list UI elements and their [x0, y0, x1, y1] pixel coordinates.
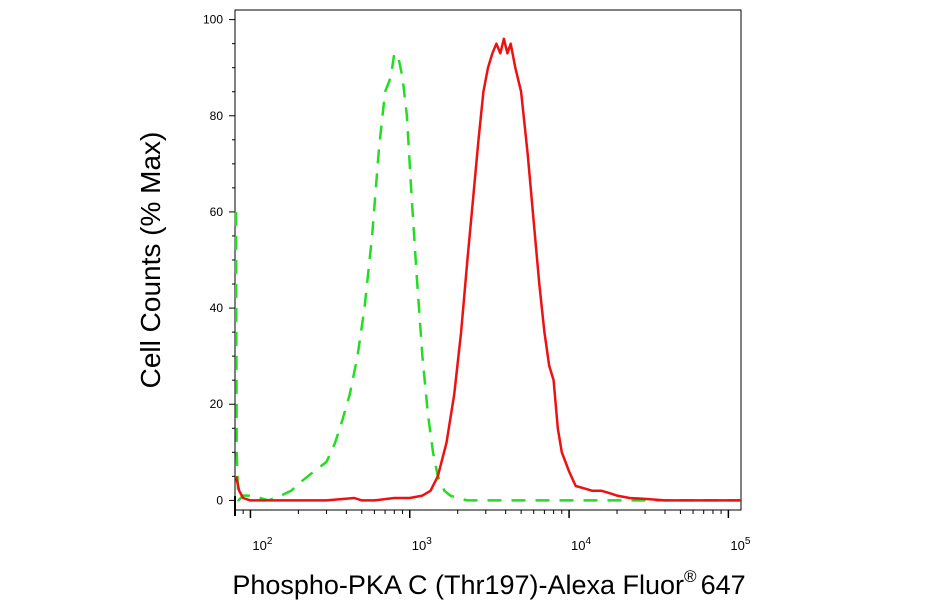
x-axis-label: Phospho-PKA C (Thr197)-Alexa Fluor® 647	[232, 567, 745, 600]
y-tick-label: 0	[216, 493, 223, 507]
x-tick-labels: 102 103 104 105	[252, 536, 750, 553]
y-tick-labels: 0 20 40 60 80 100	[203, 13, 223, 508]
x-tick-base: 10	[252, 538, 266, 553]
series-layer	[234, 37, 741, 502]
x-axis-label-main: Phospho-PKA C (Thr197)-Alexa Fluor	[232, 570, 684, 600]
x-tick-exponent: 5	[745, 536, 751, 547]
y-tick-label: 60	[210, 205, 224, 219]
x-tick-label: 103	[412, 536, 432, 553]
x-tick-label: 105	[730, 536, 750, 553]
y-tick-label: 20	[210, 397, 224, 411]
x-tick-base: 10	[571, 538, 585, 553]
series-line-1	[234, 52, 741, 502]
x-tick-exponent: 2	[267, 536, 273, 547]
y-tick-label: 80	[210, 109, 224, 123]
x-tick-exponent: 4	[586, 536, 592, 547]
axis-ticks	[229, 19, 730, 518]
plot-frame	[234, 9, 742, 511]
x-tick-label: 102	[252, 536, 272, 553]
series-line-2	[234, 37, 741, 502]
y-axis-label: Cell Counts (% Max)	[135, 132, 166, 389]
x-tick-label: 104	[571, 536, 591, 553]
x-axis-label-suffix: 647	[701, 570, 746, 600]
y-tick-label: 100	[203, 13, 223, 27]
y-tick-label: 40	[210, 301, 224, 315]
x-axis-label-superscript: ®	[684, 567, 697, 586]
x-tick-base: 10	[730, 538, 744, 553]
x-tick-base: 10	[412, 538, 426, 553]
x-tick-exponent: 3	[426, 536, 432, 547]
